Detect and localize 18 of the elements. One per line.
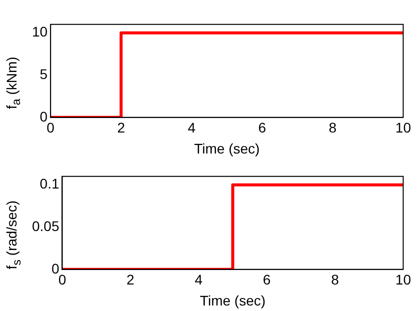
y-tick-label: 10	[32, 24, 48, 40]
x-tick-label: 10	[395, 272, 412, 288]
x-tick-label: 2	[117, 120, 126, 136]
x-tick-label: 6	[262, 272, 271, 288]
y-tick-label: 5	[40, 66, 48, 82]
x-tick-label: 10	[395, 120, 412, 136]
y-tick-label: 0	[40, 108, 48, 124]
x-tick-label: 8	[328, 120, 337, 136]
y-tick-label: 0.05	[32, 218, 60, 234]
x-tick-label: 8	[331, 272, 340, 288]
x-tick-label: 4	[194, 272, 203, 288]
x-tick-label: 2	[126, 272, 135, 288]
y-tick-label: 0	[51, 260, 60, 276]
x-axis-title: Time (sec)	[200, 292, 266, 308]
x-tick-label: 4	[188, 120, 196, 136]
y-tick-label: 0.1	[40, 176, 60, 192]
x-tick-label: 6	[258, 120, 266, 136]
x-axis-title: Time (sec)	[194, 140, 260, 156]
